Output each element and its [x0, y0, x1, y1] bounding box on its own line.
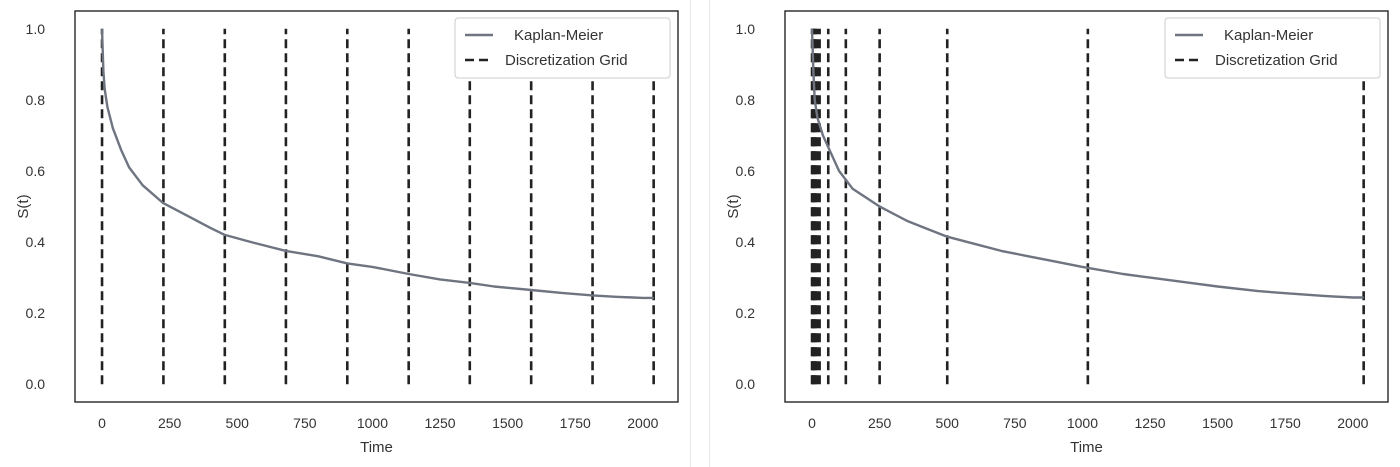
panel-divider — [690, 0, 710, 467]
y-tick-label: 0.4 — [26, 234, 46, 250]
x-tick-label: 2000 — [627, 415, 658, 431]
x-tick-label: 1500 — [492, 415, 523, 431]
y-tick-label: 0.6 — [736, 163, 756, 179]
x-tick-label: 1750 — [1270, 415, 1301, 431]
y-tick-label: 0.0 — [26, 376, 46, 392]
x-tick-label: 1250 — [1134, 415, 1165, 431]
x-axis-label: Time — [1070, 439, 1103, 456]
x-tick-label: 250 — [868, 415, 892, 431]
x-axis-label: Time — [360, 439, 393, 456]
legend-box — [454, 17, 671, 79]
legend-box — [1164, 17, 1381, 79]
legend-label-discretization-grid: Discretization Grid — [1215, 52, 1338, 69]
legend: Kaplan-Meier Discretization Grid — [454, 17, 671, 79]
km-chart-uniform-grid: 0 250 500 750 1000 1250 1500 1750 2000 0.0 0.2 0.4… — [15, 10, 679, 456]
y-tick-label: 0.8 — [736, 92, 756, 108]
kaplan-meier-curve — [100, 28, 654, 300]
x-tick-label: 1500 — [1202, 415, 1233, 431]
plot-area — [100, 28, 655, 385]
kaplan-meier-curve — [810, 28, 1364, 299]
y-tick-label: 0.2 — [26, 305, 46, 321]
x-tick-label: 1750 — [560, 415, 591, 431]
x-tick-label: 1000 — [357, 415, 388, 431]
axes-frame — [74, 10, 679, 403]
y-axis-label: S(t) — [15, 194, 32, 218]
x-tick-labels: 0 250 500 750 1000 1250 1500 1750 2000 — [98, 415, 658, 431]
y-tick-label: 0.2 — [736, 305, 756, 321]
x-tick-label: 2000 — [1337, 415, 1368, 431]
y-tick-label: 0.0 — [736, 376, 756, 392]
legend-label-kaplan-meier: Kaplan-Meier — [514, 27, 603, 44]
y-tick-label: 0.8 — [26, 92, 46, 108]
y-tick-label: 0.6 — [26, 163, 46, 179]
y-axis-label: S(t) — [725, 194, 742, 218]
km-chart-quantile-grid: 0 250 500 750 1000 1250 1500 1750 2000 0.0 0.2 0.4… — [725, 10, 1389, 456]
axes-frame — [784, 10, 1389, 403]
x-tick-label: 250 — [158, 415, 182, 431]
x-tick-label: 750 — [293, 415, 317, 431]
legend-label-kaplan-meier: Kaplan-Meier — [1224, 27, 1313, 44]
y-tick-label: 1.0 — [736, 21, 756, 37]
x-tick-label: 500 — [936, 415, 960, 431]
x-tick-label: 1000 — [1067, 415, 1098, 431]
x-tick-label: 0 — [808, 415, 816, 431]
x-tick-label: 1250 — [424, 415, 455, 431]
x-tick-labels: 0 250 500 750 1000 1250 1500 1750 2000 — [808, 415, 1368, 431]
y-tick-labels: 0.0 0.2 0.4 0.6 0.8 1.0 — [26, 21, 46, 392]
legend: Kaplan-Meier Discretization Grid — [1164, 17, 1381, 79]
y-tick-labels: 0.0 0.2 0.4 0.6 0.8 1.0 — [736, 21, 756, 392]
x-tick-label: 750 — [1003, 415, 1027, 431]
plot-area — [810, 28, 1365, 385]
x-tick-label: 0 — [98, 415, 106, 431]
y-tick-label: 0.4 — [736, 234, 756, 250]
x-tick-label: 500 — [226, 415, 250, 431]
legend-label-discretization-grid: Discretization Grid — [505, 52, 628, 69]
y-tick-label: 1.0 — [26, 21, 46, 37]
